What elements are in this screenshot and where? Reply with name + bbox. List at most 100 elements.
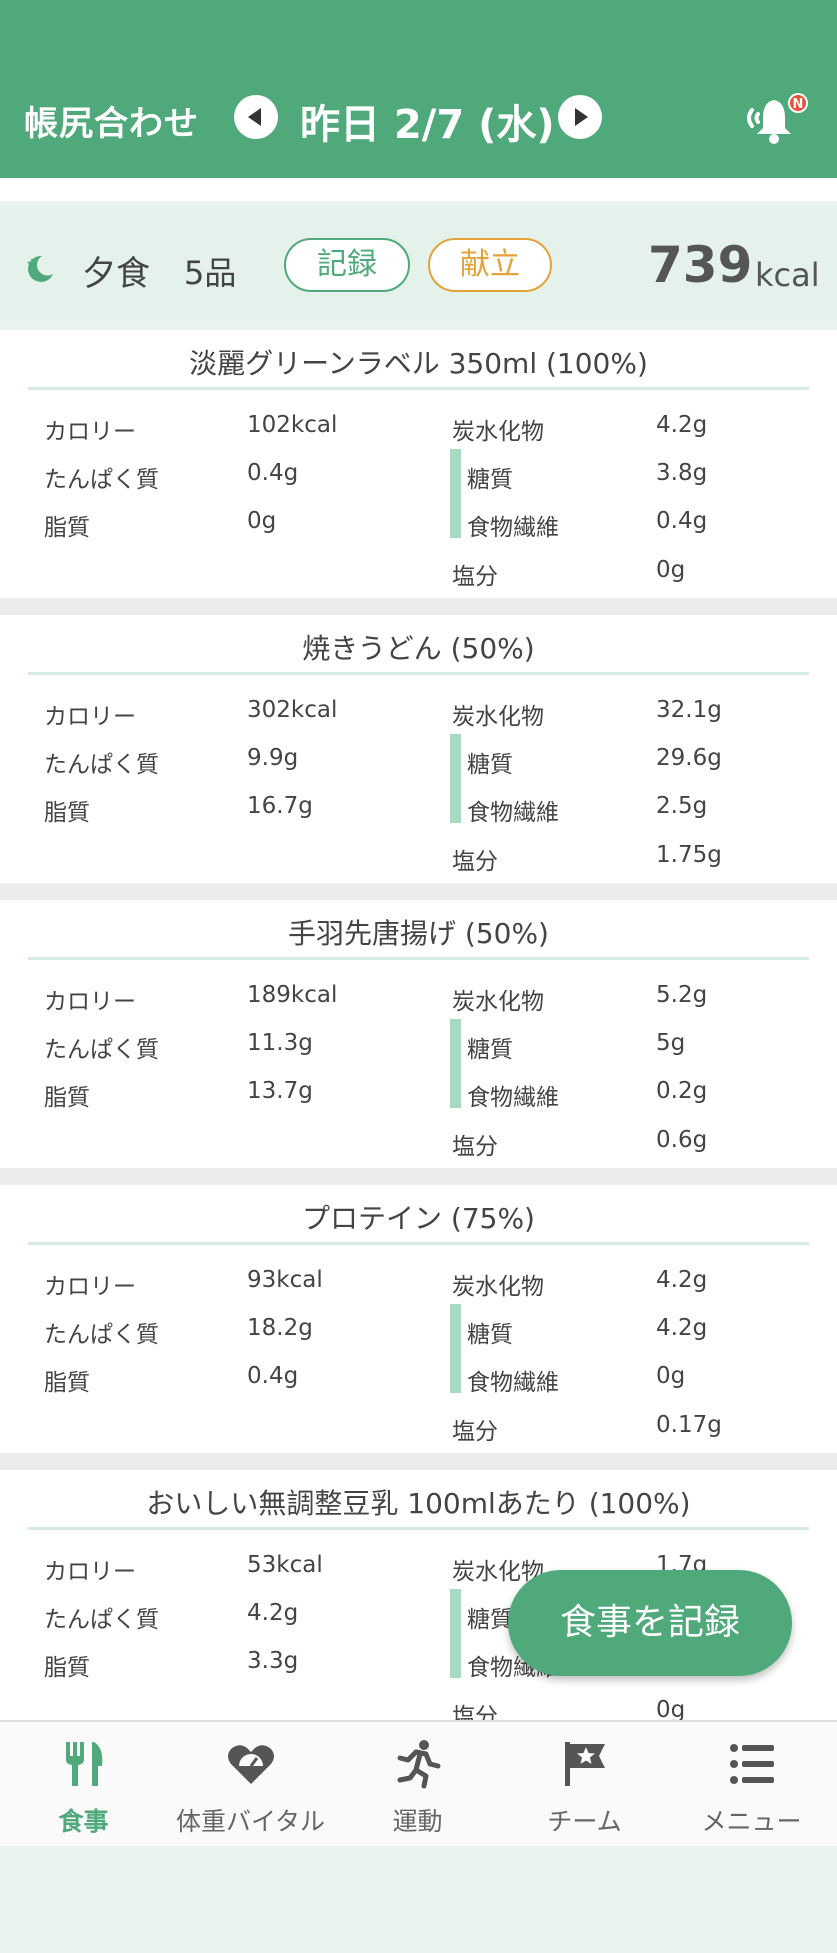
moon-icon <box>27 255 53 282</box>
food-list[interactable]: 淡麗グリーンラベル 350ml (100%) カロリー 102kcal たんぱく… <box>0 330 837 1720</box>
tab-meal[interactable]: 食事 <box>0 1722 167 1848</box>
food-title: 手羽先唐揚げ (50%) <box>288 917 549 950</box>
carb-breakdown-bar <box>450 734 461 823</box>
food-card[interactable]: 手羽先唐揚げ (50%) カロリー 189kcal たんぱく質 11.3g 脂質… <box>0 900 837 1168</box>
total-calories-unit: kcal <box>755 256 820 294</box>
sugar-value: 4.2g <box>656 1315 708 1341</box>
tab-exercise[interactable]: 運動 <box>334 1722 501 1848</box>
carb-label: 炭水化物 <box>452 989 544 1015</box>
app-header: 帳尻合わせ 昨日 2/7 (水) N <box>0 0 837 178</box>
date-label[interactable]: 昨日 2/7 (水) <box>300 102 555 148</box>
food-card[interactable]: 淡麗グリーンラベル 350ml (100%) カロリー 102kcal たんぱく… <box>0 330 837 598</box>
sugar-label: 糖質 <box>467 467 513 493</box>
calorie-label: カロリー <box>44 989 136 1015</box>
flag-star-icon <box>565 1742 605 1786</box>
carb-breakdown-bar <box>450 1019 461 1108</box>
carb-breakdown-bar <box>450 1589 461 1678</box>
next-day-button[interactable] <box>558 95 602 139</box>
carb-label: 炭水化物 <box>452 704 544 730</box>
fat-value: 3.3g <box>247 1648 299 1674</box>
protein-label: たんぱく質 <box>44 1607 159 1633</box>
divider <box>28 1527 809 1530</box>
previous-card-edge <box>0 178 837 202</box>
fiber-value: 0g <box>656 1363 686 1389</box>
fat-label: 脂質 <box>44 1655 90 1681</box>
protein-label: たんぱく質 <box>44 1322 159 1348</box>
food-title: おいしい無調整豆乳 100mlあたり (100%) <box>146 1487 691 1520</box>
heart-scale-icon <box>228 1745 274 1784</box>
salt-value: 0g <box>656 1697 686 1720</box>
carb-breakdown-bar <box>450 449 461 538</box>
food-card[interactable]: 焼きうどん (50%) カロリー 302kcal たんぱく質 9.9g 脂質 1… <box>0 615 837 883</box>
salt-value: 0g <box>656 557 686 583</box>
fat-value: 0g <box>247 508 277 534</box>
salt-label: 塩分 <box>452 1419 498 1445</box>
sugar-label: 糖質 <box>467 752 513 778</box>
record-button[interactable]: 記録 <box>284 238 410 292</box>
meal-header <box>0 210 837 320</box>
sugar-value: 29.6g <box>656 745 722 771</box>
tab-label: チーム <box>547 1807 622 1836</box>
salt-label: 塩分 <box>452 1134 498 1160</box>
carb-breakdown-bar <box>450 1304 461 1393</box>
fat-value: 16.7g <box>247 793 313 819</box>
carb-value: 32.1g <box>656 697 722 723</box>
running-icon <box>397 1740 441 1789</box>
menu-list-icon <box>730 1744 774 1784</box>
calorie-label: カロリー <box>44 1274 136 1300</box>
calorie-value: 102kcal <box>247 412 338 438</box>
total-calories: 739 <box>648 236 753 294</box>
calorie-label: カロリー <box>44 704 136 730</box>
protein-value: 9.9g <box>247 745 299 771</box>
calorie-value: 53kcal <box>247 1552 323 1578</box>
divider <box>28 672 809 675</box>
fat-label: 脂質 <box>44 1370 90 1396</box>
meal-name: 夕食 <box>82 254 150 294</box>
protein-label: たんぱく質 <box>44 1037 159 1063</box>
salt-value: 1.75g <box>656 842 722 868</box>
protein-value: 18.2g <box>247 1315 313 1341</box>
sugar-value: 5g <box>656 1030 686 1056</box>
tab-team[interactable]: チーム <box>501 1722 668 1848</box>
menu-button[interactable]: 献立 <box>428 238 552 292</box>
notification-bell-icon[interactable]: N <box>740 92 810 148</box>
tab-weight-vital[interactable]: 体重バイタル <box>167 1722 334 1848</box>
calorie-value: 302kcal <box>247 697 338 723</box>
meal-item-count: 5品 <box>184 254 237 292</box>
fiber-label: 食物繊維 <box>467 515 559 541</box>
divider <box>28 387 809 390</box>
salt-label: 塩分 <box>452 564 498 590</box>
food-card[interactable]: プロテイン (75%) カロリー 93kcal たんぱく質 18.2g 脂質 0… <box>0 1185 837 1453</box>
calorie-value: 93kcal <box>247 1267 323 1293</box>
tab-label: 運動 <box>392 1807 443 1836</box>
salt-value: 0.6g <box>656 1127 708 1153</box>
fat-value: 0.4g <box>247 1363 299 1389</box>
record-meal-button[interactable]: 食事を記録 <box>508 1570 792 1676</box>
protein-label: たんぱく質 <box>44 467 159 493</box>
divider <box>28 1242 809 1245</box>
fiber-value: 0.4g <box>656 508 708 534</box>
sugar-label: 糖質 <box>467 1322 513 1348</box>
fat-label: 脂質 <box>44 800 90 826</box>
app-title: 帳尻合わせ <box>24 104 199 144</box>
carb-value: 5.2g <box>656 982 708 1008</box>
fiber-label: 食物繊維 <box>467 800 559 826</box>
carb-value: 4.2g <box>656 412 708 438</box>
fat-label: 脂質 <box>44 1085 90 1111</box>
fat-label: 脂質 <box>44 515 90 541</box>
salt-value: 0.17g <box>656 1412 722 1438</box>
calorie-label: カロリー <box>44 419 136 445</box>
protein-value: 4.2g <box>247 1600 299 1626</box>
food-title: 淡麗グリーンラベル 350ml (100%) <box>189 347 648 380</box>
food-title: プロテイン (75%) <box>302 1202 535 1235</box>
sugar-label: 糖質 <box>467 1037 513 1063</box>
calorie-label: カロリー <box>44 1559 136 1585</box>
tab-menu[interactable]: メニュー <box>668 1722 835 1848</box>
fat-value: 13.7g <box>247 1078 313 1104</box>
carb-label: 炭水化物 <box>452 1274 544 1300</box>
bottom-tab-bar: 食事 体重バイタル 運動 チーム メニュー <box>0 1720 837 1846</box>
salt-label: 塩分 <box>452 849 498 875</box>
prev-day-button[interactable] <box>234 95 278 139</box>
fiber-label: 食物繊維 <box>467 1085 559 1111</box>
tab-label: 体重バイタル <box>175 1807 325 1836</box>
